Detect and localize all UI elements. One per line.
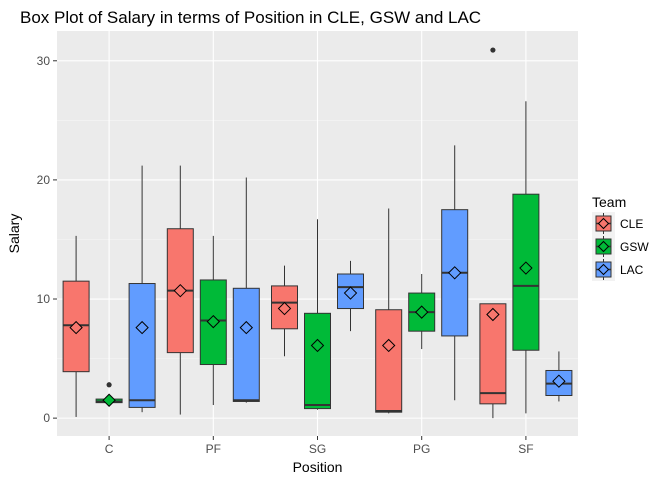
x-tick-label: PG bbox=[413, 442, 430, 456]
mean-marker bbox=[277, 301, 292, 316]
mean-marker bbox=[381, 338, 396, 353]
box-cle-c bbox=[62, 235, 90, 417]
legend-label: GSW bbox=[620, 240, 649, 254]
boxes bbox=[62, 47, 573, 419]
mean-marker bbox=[69, 320, 83, 335]
box-lac-pg bbox=[441, 145, 469, 401]
box-gsw-c bbox=[95, 382, 123, 407]
x-tick-label: SG bbox=[309, 442, 326, 456]
box-gsw-pf bbox=[199, 235, 227, 406]
box-lac-pf bbox=[232, 177, 260, 403]
mean-marker bbox=[206, 314, 221, 329]
legend-label: LAC bbox=[620, 263, 644, 277]
y-tick-label: 30 bbox=[37, 54, 51, 68]
box-iqr bbox=[375, 309, 403, 413]
box-iqr bbox=[128, 283, 156, 408]
legend-title: Team bbox=[592, 194, 626, 210]
mean-marker bbox=[135, 320, 149, 335]
x-tick-label: PF bbox=[206, 442, 221, 456]
mean-marker bbox=[102, 393, 116, 407]
mean-marker bbox=[239, 320, 254, 335]
box-gsw-sf bbox=[512, 101, 540, 414]
legend-label: CLE bbox=[620, 217, 643, 231]
chart-title: Box Plot of Salary in terms of Position … bbox=[20, 8, 481, 27]
box-cle-pf bbox=[166, 165, 194, 415]
mean-marker bbox=[447, 266, 462, 280]
mean-marker bbox=[414, 305, 429, 319]
box-iqr bbox=[232, 287, 260, 402]
mean-marker bbox=[343, 286, 358, 300]
x-axis-title: Position bbox=[293, 459, 343, 475]
box-cle-sg bbox=[271, 265, 298, 357]
box-lac-c bbox=[128, 165, 156, 413]
mean-marker bbox=[486, 307, 500, 322]
y-axis-title: Salary bbox=[6, 214, 22, 254]
outlier-point bbox=[106, 382, 112, 388]
y-tick-label: 20 bbox=[37, 173, 51, 187]
outlier-point bbox=[490, 47, 496, 53]
box-gsw-sg bbox=[304, 219, 331, 410]
box-iqr bbox=[512, 193, 540, 351]
legend-key-mean bbox=[597, 217, 610, 230]
axes: 0 10 20 30 C PF SG PG SF bbox=[37, 54, 534, 456]
box-cle-pg bbox=[375, 208, 403, 414]
legend-item-lac: LAC bbox=[592, 258, 644, 281]
legend-items: CLE GSW LAC bbox=[592, 212, 649, 281]
legend-key-mean bbox=[597, 240, 610, 253]
box-iqr bbox=[304, 312, 331, 410]
legend-item-gsw: GSW bbox=[592, 235, 649, 258]
y-tick-label: 10 bbox=[37, 292, 51, 306]
box-lac-sf bbox=[545, 351, 573, 402]
mean-marker bbox=[310, 338, 325, 353]
mean-marker bbox=[552, 374, 566, 388]
mean-marker bbox=[519, 261, 533, 275]
x-tick-label: C bbox=[105, 442, 114, 456]
x-tick-label: SF bbox=[518, 442, 533, 456]
y-tick-label: 0 bbox=[43, 411, 50, 425]
legend-item-cle: CLE bbox=[592, 212, 643, 235]
box-cle-sf bbox=[479, 47, 507, 419]
box-lac-sg bbox=[337, 260, 364, 332]
legend-key-mean bbox=[597, 263, 610, 276]
box-gsw-pg bbox=[408, 274, 436, 350]
mean-marker bbox=[173, 283, 188, 298]
legend: Team CLE GSW LAC bbox=[592, 194, 649, 281]
